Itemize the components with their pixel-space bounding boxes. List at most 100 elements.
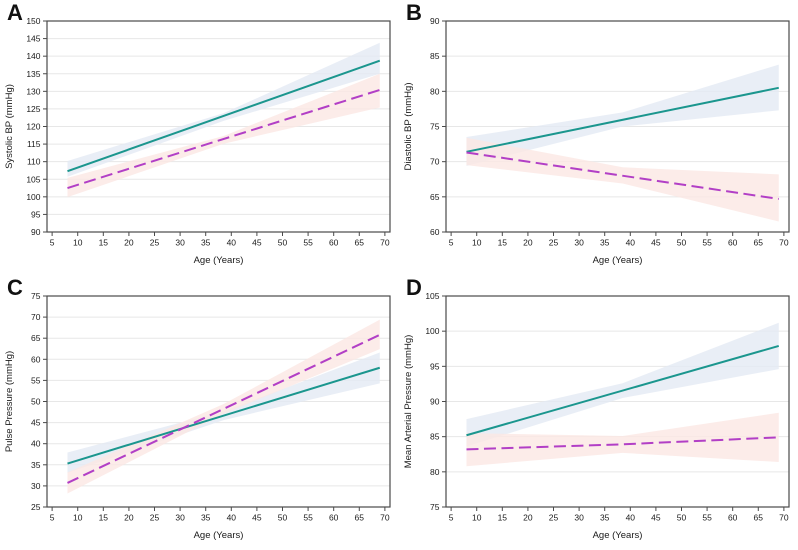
solid-teal-confidence-band xyxy=(466,64,779,166)
x-tick-label: 35 xyxy=(201,513,211,523)
x-tick-label: 20 xyxy=(523,513,533,523)
x-axis-label: Age (Years) xyxy=(593,530,643,541)
y-tick-label: 90 xyxy=(31,227,41,237)
x-tick-label: 30 xyxy=(175,238,185,248)
y-tick-label: 95 xyxy=(430,361,440,371)
x-tick-label: 15 xyxy=(498,238,508,248)
dashed-magenta-confidence-band xyxy=(67,319,380,494)
y-tick-label: 75 xyxy=(31,291,41,301)
panel-label-d: D xyxy=(406,275,423,300)
x-tick-label: 35 xyxy=(201,238,211,248)
x-tick-label: 5 xyxy=(50,238,55,248)
y-tick-label: 80 xyxy=(430,86,440,96)
y-tick-label: 60 xyxy=(430,227,440,237)
solid-teal-line xyxy=(466,86,779,153)
x-axis-label: Age (Years) xyxy=(194,255,244,266)
dashed-magenta-line xyxy=(67,88,381,189)
x-tick-label: 55 xyxy=(303,513,313,523)
y-tick-label: 100 xyxy=(26,192,40,202)
panel-d: 75 80 85 90 95 100 105 5 10 15 20 25 30 35 40 45 50 55 60 6… xyxy=(399,275,798,550)
y-tick-label: 90 xyxy=(430,397,440,407)
x-tick-label: 55 xyxy=(702,238,712,248)
x-tick-label: 30 xyxy=(574,238,584,248)
y-axis-label: Systolic BP (mmHg) xyxy=(4,84,15,169)
y-tick-label: 70 xyxy=(31,312,41,322)
y-tick-label: 75 xyxy=(430,502,440,512)
x-tick-label: 30 xyxy=(175,513,185,523)
x-tick-label: 25 xyxy=(549,513,559,523)
x-tick-label: 10 xyxy=(472,238,482,248)
x-tick-label: 55 xyxy=(303,238,313,248)
x-tick-label: 50 xyxy=(278,238,288,248)
chart-mean-arterial-pressure: 75 80 85 90 95 100 105 5 10 15 20 25 30 35 40 45 50 55 60 6… xyxy=(403,291,790,541)
y-tick-label: 135 xyxy=(26,69,40,79)
x-tick-label: 5 xyxy=(50,513,55,523)
x-tick-label: 70 xyxy=(779,238,789,248)
y-tick-label: 35 xyxy=(31,460,41,470)
x-tick-label: 40 xyxy=(626,238,636,248)
x-tick-label: 40 xyxy=(626,513,636,523)
y-tick-label: 95 xyxy=(31,209,41,219)
x-tick-label: 65 xyxy=(754,238,764,248)
x-tick-label: 10 xyxy=(472,513,482,523)
y-tick-label: 110 xyxy=(27,157,41,167)
y-tick-label: 125 xyxy=(26,104,40,114)
x-tick-label: 45 xyxy=(252,238,262,248)
solid-teal-line xyxy=(67,59,381,173)
y-tick-label: 60 xyxy=(31,354,41,364)
x-tick-label: 60 xyxy=(329,513,339,523)
chart-pulse-pressure: 25 30 35 40 45 50 55 60 65 70 75 5 10 15 20 25 30 35 40 45 5… xyxy=(4,291,391,541)
x-tick-label: 70 xyxy=(380,513,390,523)
x-tick-label: 10 xyxy=(73,238,83,248)
y-tick-label: 65 xyxy=(430,192,440,202)
y-tick-label: 45 xyxy=(31,418,41,428)
x-tick-label: 35 xyxy=(600,238,610,248)
x-tick-label: 60 xyxy=(329,238,339,248)
y-tick-label: 80 xyxy=(430,467,440,477)
solid-teal-confidence-band xyxy=(466,322,779,447)
x-tick-label: 20 xyxy=(124,238,134,248)
x-tick-label: 35 xyxy=(600,513,610,523)
x-tick-label: 65 xyxy=(355,513,365,523)
x-tick-label: 25 xyxy=(549,238,559,248)
x-tick-label: 60 xyxy=(728,513,738,523)
x-tick-label: 15 xyxy=(99,513,109,523)
x-tick-label: 65 xyxy=(355,238,365,248)
y-axis-label: Diastolic BP (mmHg) xyxy=(403,83,414,171)
y-tick-label: 25 xyxy=(31,502,41,512)
x-axis-label: Age (Years) xyxy=(194,530,244,541)
x-tick-label: 15 xyxy=(99,238,109,248)
x-tick-label: 10 xyxy=(73,513,83,523)
y-tick-label: 50 xyxy=(31,397,41,407)
x-tick-label: 40 xyxy=(227,238,237,248)
y-tick-label: 120 xyxy=(26,122,40,132)
y-tick-label: 55 xyxy=(31,375,41,385)
x-tick-label: 5 xyxy=(449,238,454,248)
chart-diastolic-bp: 60 65 70 75 80 85 90 5 10 15 20 25 30 35 40 45 50 55 60 65 7… xyxy=(403,16,790,266)
x-tick-label: 20 xyxy=(523,238,533,248)
x-tick-label: 25 xyxy=(150,513,160,523)
panel-label-a: A xyxy=(7,0,24,25)
x-tick-label: 30 xyxy=(574,513,584,523)
y-tick-label: 130 xyxy=(26,86,40,96)
x-tick-label: 65 xyxy=(754,513,764,523)
solid-teal-line xyxy=(67,366,381,465)
x-tick-label: 45 xyxy=(651,513,661,523)
dashed-magenta-confidence-band xyxy=(466,137,779,222)
panel-label-c: C xyxy=(7,275,24,300)
x-tick-label: 50 xyxy=(677,238,687,248)
y-tick-label: 145 xyxy=(26,34,40,44)
x-tick-label: 45 xyxy=(651,238,661,248)
y-tick-label: 105 xyxy=(425,291,439,301)
panel-c: 25 30 35 40 45 50 55 60 65 70 75 5 10 15 20 25 30 35 40 45 5… xyxy=(0,275,399,550)
y-tick-label: 115 xyxy=(27,139,41,149)
x-tick-label: 40 xyxy=(227,513,237,523)
y-tick-label: 85 xyxy=(430,432,440,442)
x-axis-label: Age (Years) xyxy=(593,255,643,266)
x-tick-label: 5 xyxy=(449,513,454,523)
dashed-magenta-line xyxy=(466,151,779,200)
y-tick-label: 105 xyxy=(26,174,40,184)
y-tick-label: 65 xyxy=(31,333,41,343)
y-tick-label: 140 xyxy=(26,51,40,61)
